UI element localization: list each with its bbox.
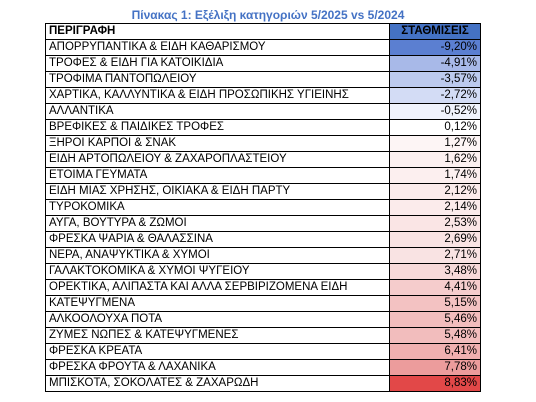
row-label: ΕΙΔΗ ΑΡΤΟΠΩΛΕΙΟΥ & ΖΑΧΑΡΟΠΛΑΣΤΕΙΟΥ (45, 151, 390, 168)
table-caption: Πίνακας 1: Εξέλιξη κατηγοριών 5/2025 vs … (131, 8, 405, 22)
row-value: 3,48% (389, 263, 481, 280)
row-value: -9,20% (389, 39, 481, 56)
table-row: ΚΑΤΕΨΥΓΜΕΝΑ 5,15% (45, 295, 481, 312)
row-value: 0,12% (389, 119, 481, 136)
row-label: ΑΠΟΡΡΥΠΑΝΤΙΚΑ & ΕΙΔΗ ΚΑΘΑΡΙΣΜΟΥ (45, 39, 390, 56)
table-header-row: ΠΕΡΙΓΡΑΦΗ ΣΤΑΘΜΙΣΕΙΣ (45, 23, 481, 40)
categories-table: ΠΕΡΙΓΡΑΦΗ ΣΤΑΘΜΙΣΕΙΣ ΑΠΟΡΡΥΠΑΝΤΙΚΑ & ΕΙΔ… (45, 23, 481, 392)
table-row: ΕΙΔΗ ΜΙΑΣ ΧΡΗΣΗΣ, ΟΙΚΙΑΚΑ & ΕΙΔΗ ΠΑΡΤΥ 2,… (45, 183, 481, 200)
row-label: ΧΑΡΤΙΚΑ, ΚΑΛΛΥΝΤΙΚΑ & ΕΙΔΗ ΠΡΟΣΩΠΙΚΗΣ ΥΓ… (45, 87, 390, 104)
table-row: ΦΡΕΣΚΑ ΨΑΡΙΑ & ΘΑΛΑΣΣΙΝΑ 2,69% (45, 231, 481, 248)
table-row: ΤΡΟΦΕΣ & ΕΙΔΗ ΓΙΑ ΚΑΤΟΙΚΙΔΙΑ -4,91% (45, 55, 481, 72)
table-row: ΝΕΡΑ, ΑΝΑΨΥΚΤΙΚΑ & ΧΥΜΟΙ 2,71% (45, 247, 481, 264)
row-value: 1,74% (389, 167, 481, 184)
table-row: ΒΡΕΦΙΚΕΣ & ΠΑΙΔΙΚΕΣ ΤΡΟΦΕΣ 0,12% (45, 119, 481, 136)
row-label: ΖΥΜΕΣ ΝΩΠΕΣ & ΚΑΤΕΨΥΓΜΕΝΕΣ (45, 327, 390, 344)
row-label: ΤΥΡΟΚΟΜΙΚΑ (45, 199, 390, 216)
row-value: 8,83% (389, 375, 481, 392)
table-row: ΖΥΜΕΣ ΝΩΠΕΣ & ΚΑΤΕΨΥΓΜΕΝΕΣ 5,48% (45, 327, 481, 344)
row-label: ΕΤΟΙΜΑ ΓΕΥΜΑΤΑ (45, 167, 390, 184)
row-label: ΦΡΕΣΚΑ ΦΡΟΥΤΑ & ΛΑΧΑΝΙΚΑ (45, 359, 390, 376)
table-row: ΕΤΟΙΜΑ ΓΕΥΜΑΤΑ 1,74% (45, 167, 481, 184)
table-row: ΦΡΕΣΚΑ ΦΡΟΥΤΑ & ΛΑΧΑΝΙΚΑ 7,78% (45, 359, 481, 376)
row-value: -3,57% (389, 71, 481, 88)
header-description: ΠΕΡΙΓΡΑΦΗ (45, 23, 390, 40)
row-value: 5,46% (389, 311, 481, 328)
table-row: ΑΛΛΑΝΤΙΚΑ -0,52% (45, 103, 481, 120)
table-row: ΦΡΕΣΚΑ ΚΡΕΑΤΑ 6,41% (45, 343, 481, 360)
table-body: ΑΠΟΡΡΥΠΑΝΤΙΚΑ & ΕΙΔΗ ΚΑΘΑΡΙΣΜΟΥ -9,20% ΤΡΟ… (45, 39, 481, 392)
row-label: ΦΡΕΣΚΑ ΨΑΡΙΑ & ΘΑΛΑΣΣΙΝΑ (45, 231, 390, 248)
row-value: 6,41% (389, 343, 481, 360)
table-row: ΜΠΙΣΚΟΤΑ, ΣΟΚΟΛΑΤΕΣ & ΖΑΧΑΡΩΔΗ 8,83% (45, 375, 481, 392)
row-label: ΑΛΛΑΝΤΙΚΑ (45, 103, 390, 120)
table-row: ΑΠΟΡΡΥΠΑΝΤΙΚΑ & ΕΙΔΗ ΚΑΘΑΡΙΣΜΟΥ -9,20% (45, 39, 481, 56)
table-row: ΤΡΟΦΙΜΑ ΠΑΝΤΟΠΩΛΕΙΟΥ -3,57% (45, 71, 481, 88)
row-value: 5,15% (389, 295, 481, 312)
row-value: 2,53% (389, 215, 481, 232)
row-value: 4,41% (389, 279, 481, 296)
table-row: ΕΙΔΗ ΑΡΤΟΠΩΛΕΙΟΥ & ΖΑΧΑΡΟΠΛΑΣΤΕΙΟΥ 1,62% (45, 151, 481, 168)
table-row: ΓΑΛΑΚΤΟΚΟΜΙΚΑ & ΧΥΜΟΙ ΨΥΓΕΙΟΥ 3,48% (45, 263, 481, 280)
row-value: 2,71% (389, 247, 481, 264)
row-label: ΓΑΛΑΚΤΟΚΟΜΙΚΑ & ΧΥΜΟΙ ΨΥΓΕΙΟΥ (45, 263, 390, 280)
row-label: ΤΡΟΦΕΣ & ΕΙΔΗ ΓΙΑ ΚΑΤΟΙΚΙΔΙΑ (45, 55, 390, 72)
row-label: ΟΡΕΚΤΙΚΑ, ΑΛΙΠΑΣΤΑ ΚΑΙ ΑΛΛΑ ΣΕΡΒΙΡΙΖΟΜΕΝ… (45, 279, 390, 296)
row-label: ΒΡΕΦΙΚΕΣ & ΠΑΙΔΙΚΕΣ ΤΡΟΦΕΣ (45, 119, 390, 136)
row-label: ΚΑΤΕΨΥΓΜΕΝΑ (45, 295, 390, 312)
table-row: ΟΡΕΚΤΙΚΑ, ΑΛΙΠΑΣΤΑ ΚΑΙ ΑΛΛΑ ΣΕΡΒΙΡΙΖΟΜΕΝ… (45, 279, 481, 296)
table-row: ΤΥΡΟΚΟΜΙΚΑ 2,14% (45, 199, 481, 216)
row-label: ΕΙΔΗ ΜΙΑΣ ΧΡΗΣΗΣ, ΟΙΚΙΑΚΑ & ΕΙΔΗ ΠΑΡΤΥ (45, 183, 390, 200)
row-value: -4,91% (389, 55, 481, 72)
row-label: ΑΛΚΟΟΛΟΥΧΑ ΠΟΤΑ (45, 311, 390, 328)
row-value: 1,62% (389, 151, 481, 168)
row-label: ΜΠΙΣΚΟΤΑ, ΣΟΚΟΛΑΤΕΣ & ΖΑΧΑΡΩΔΗ (45, 375, 390, 392)
table-row: ΞΗΡΟΙ ΚΑΡΠΟΙ & ΣΝΑΚ 1,27% (45, 135, 481, 152)
row-label: ΑΥΓΑ, ΒΟΥΤΥΡΑ & ΖΩΜΟΙ (45, 215, 390, 232)
header-weights: ΣΤΑΘΜΙΣΕΙΣ (389, 23, 481, 40)
row-label: ΤΡΟΦΙΜΑ ΠΑΝΤΟΠΩΛΕΙΟΥ (45, 71, 390, 88)
row-value: 2,12% (389, 183, 481, 200)
row-label: ΞΗΡΟΙ ΚΑΡΠΟΙ & ΣΝΑΚ (45, 135, 390, 152)
row-value: -2,72% (389, 87, 481, 104)
row-value: 7,78% (389, 359, 481, 376)
row-value: -0,52% (389, 103, 481, 120)
row-value: 5,48% (389, 327, 481, 344)
table-row: ΧΑΡΤΙΚΑ, ΚΑΛΛΥΝΤΙΚΑ & ΕΙΔΗ ΠΡΟΣΩΠΙΚΗΣ ΥΓ… (45, 87, 481, 104)
row-label: ΦΡΕΣΚΑ ΚΡΕΑΤΑ (45, 343, 390, 360)
table-row: ΑΥΓΑ, ΒΟΥΤΥΡΑ & ΖΩΜΟΙ 2,53% (45, 215, 481, 232)
row-value: 1,27% (389, 135, 481, 152)
row-label: ΝΕΡΑ, ΑΝΑΨΥΚΤΙΚΑ & ΧΥΜΟΙ (45, 247, 390, 264)
table-row: ΑΛΚΟΟΛΟΥΧΑ ΠΟΤΑ 5,46% (45, 311, 481, 328)
row-value: 2,69% (389, 231, 481, 248)
row-value: 2,14% (389, 199, 481, 216)
